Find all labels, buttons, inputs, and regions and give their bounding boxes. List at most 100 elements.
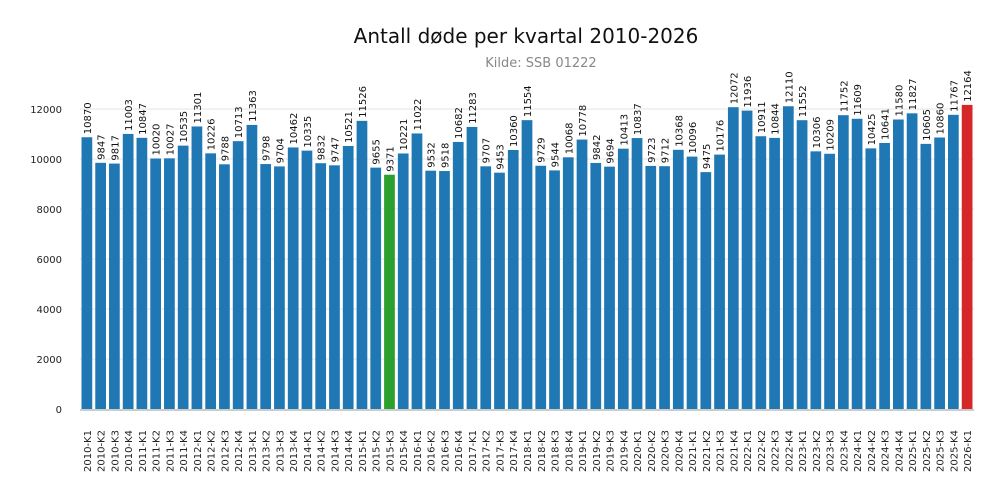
bar: [260, 164, 272, 409]
x-tick-label: 2017-K3: [495, 430, 506, 472]
data-label: 9694: [606, 138, 617, 163]
bar: [948, 114, 959, 409]
bar: [494, 172, 505, 409]
data-label: 10844: [771, 103, 782, 135]
data-label: 11554: [523, 85, 534, 117]
data-label: 11022: [413, 99, 424, 131]
data-label: 10226: [207, 119, 218, 151]
data-label: 10221: [399, 119, 410, 151]
x-tick-label: 2022-K2: [757, 430, 768, 472]
x-tick-label: 2011-K2: [152, 430, 163, 472]
x-tick-label: 2014-K1: [303, 430, 314, 472]
data-label: 11283: [468, 92, 479, 124]
bar: [617, 148, 629, 410]
data-label: 9453: [495, 144, 506, 169]
bar: [356, 120, 368, 409]
data-label: 10020: [152, 124, 163, 156]
x-tick-label: 2015-K2: [372, 430, 383, 472]
data-label: 9518: [440, 143, 451, 168]
bar: [837, 115, 849, 409]
y-tick-label: 10000: [30, 155, 62, 166]
bar: [287, 147, 299, 409]
bar: [136, 137, 148, 409]
bar: [315, 163, 327, 409]
data-label: 9712: [661, 138, 672, 163]
x-tick-label: 2021-K2: [702, 430, 713, 472]
x-tick-label: 2015-K1: [358, 430, 369, 472]
x-tick-label: 2026-K1: [963, 430, 974, 472]
bar: [727, 107, 739, 409]
data-label: 10521: [344, 111, 355, 143]
x-tick-label: 2022-K4: [784, 430, 795, 472]
data-label: 10306: [812, 117, 823, 149]
bar: [714, 154, 725, 409]
bar: [906, 113, 918, 409]
x-tick-label: 2013-K3: [275, 430, 286, 472]
data-label: 10682: [454, 107, 465, 139]
bar: [686, 156, 698, 409]
data-label: 10413: [619, 114, 630, 146]
x-tick-label: 2011-K4: [179, 430, 190, 472]
x-tick-label: 2011-K1: [138, 430, 149, 472]
x-tick-label: 2025-K4: [949, 430, 960, 472]
x-tick-label: 2021-K4: [729, 430, 740, 472]
data-label: 10837: [633, 103, 644, 135]
data-label: 10605: [922, 109, 933, 141]
x-tick-label: 2012-K3: [220, 430, 231, 472]
data-label: 9842: [592, 134, 603, 159]
x-tick-label: 2016-K2: [427, 430, 438, 472]
x-tick-label: 2024-K1: [853, 430, 864, 472]
y-tick-label: 8000: [37, 205, 62, 216]
bar: [659, 166, 670, 409]
data-label: 10535: [179, 111, 190, 143]
data-label: 10068: [564, 122, 575, 154]
bar: [480, 166, 492, 409]
bar: [796, 120, 808, 409]
data-label: 10847: [138, 103, 149, 135]
data-label: 9371: [385, 146, 396, 171]
bar: [507, 150, 519, 409]
x-tick-label: 2017-K1: [468, 430, 479, 472]
x-tick-label: 2014-K3: [330, 430, 341, 472]
bar: [150, 158, 162, 409]
y-tick-label: 0: [56, 405, 62, 416]
bar: [452, 141, 464, 409]
x-tick-label: 2020-K4: [674, 430, 685, 472]
data-label: 9544: [551, 142, 562, 167]
x-tick-label: 2016-K1: [413, 430, 424, 472]
data-label: 11363: [248, 90, 259, 122]
bar: [879, 142, 890, 409]
bar: [521, 120, 533, 410]
x-tick-label: 2012-K2: [207, 430, 218, 472]
x-tick-label: 2019-K1: [578, 430, 589, 472]
bar: [439, 171, 450, 409]
x-tick-label: 2013-K2: [262, 430, 273, 472]
x-tick-label: 2012-K4: [234, 430, 245, 472]
data-label: 9747: [330, 137, 341, 162]
y-tick-label: 2000: [37, 355, 62, 366]
x-axis-ticks: 2010-K1 2010-K2 2010-K3 2010-K4 2011-K1 2011-…: [83, 430, 974, 472]
bar: [219, 164, 230, 409]
x-tick-label: 2018-K2: [537, 430, 548, 472]
bar: [576, 139, 588, 410]
x-tick-label: 2023-K3: [826, 430, 837, 472]
x-tick-label: 2019-K4: [619, 430, 630, 472]
data-label: 12110: [784, 71, 795, 103]
data-label: 9788: [220, 136, 231, 161]
data-label: 11003: [124, 99, 135, 131]
data-label: 9475: [702, 144, 713, 169]
data-label: 10870: [83, 102, 94, 134]
data-label: 11580: [894, 85, 905, 117]
data-label: 10360: [509, 115, 520, 147]
bar: [232, 141, 244, 410]
bars: [81, 104, 973, 410]
data-label: 9532: [427, 142, 438, 167]
bar: [274, 166, 285, 409]
y-tick-label: 4000: [37, 305, 62, 316]
x-tick-label: 2021-K1: [688, 430, 699, 472]
bar: [865, 148, 877, 409]
bar: [95, 162, 106, 409]
data-label: 11936: [743, 76, 754, 108]
x-tick-label: 2010-K1: [83, 430, 94, 472]
bar: [411, 133, 423, 409]
